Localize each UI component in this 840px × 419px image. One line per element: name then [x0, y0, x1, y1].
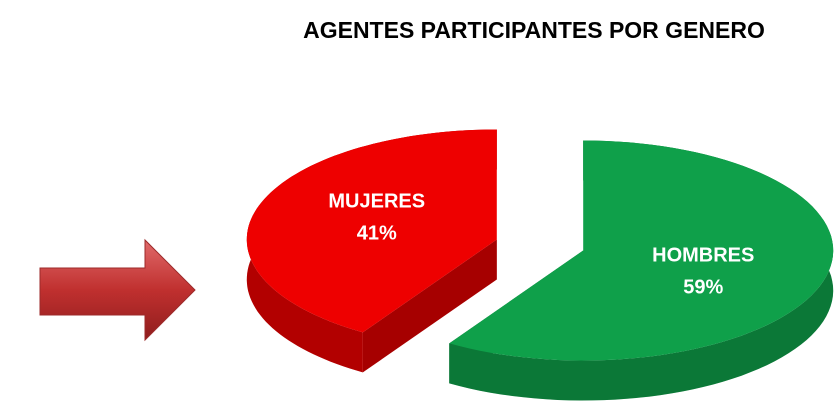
chart-title: AGENTES PARTICIPANTES POR GENERO [303, 17, 765, 43]
arrow [39, 238, 196, 342]
value-label: 59% [683, 276, 723, 298]
slice-side [362, 239, 497, 373]
value-label: 41% [357, 222, 397, 244]
slice-side-shade [449, 140, 834, 401]
slice-side [449, 140, 834, 401]
slice-side-shade [362, 239, 497, 373]
slice [449, 140, 834, 361]
pie: HOMBRES 59% MUJERES 41% [246, 129, 834, 401]
slice [246, 129, 497, 333]
slice-label: HOMBRES [652, 244, 754, 266]
slice-label: MUJERES [328, 190, 425, 212]
